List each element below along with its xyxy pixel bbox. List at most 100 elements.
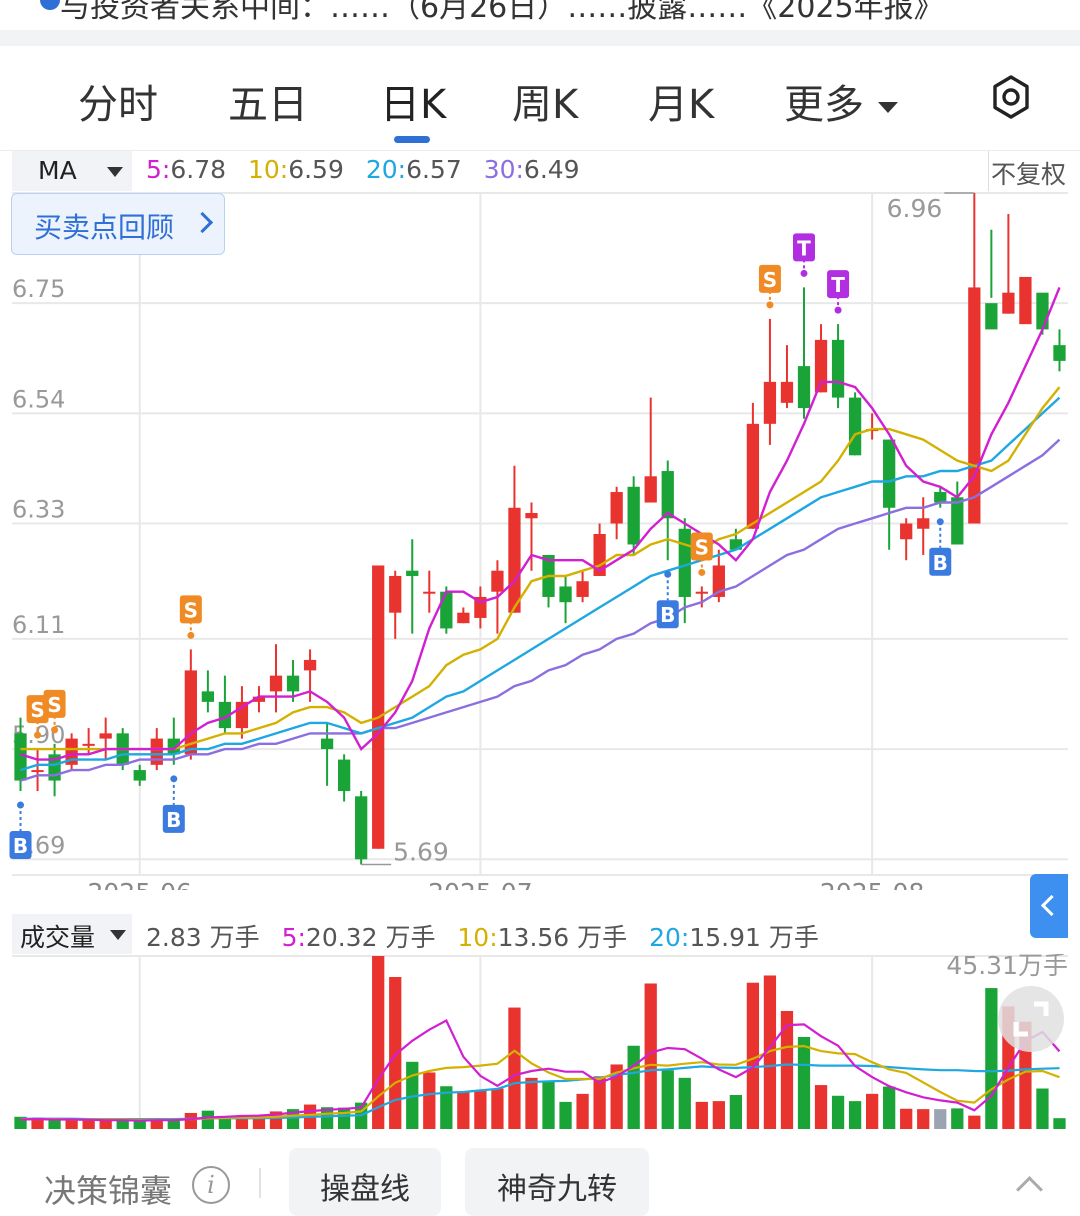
candle-body bbox=[968, 287, 981, 524]
high-price-label: 6.96 bbox=[887, 194, 943, 223]
volume-bar bbox=[746, 982, 760, 1129]
y-tick-label: 6.11 bbox=[12, 611, 65, 639]
candle-body bbox=[355, 796, 368, 860]
volume-bar bbox=[900, 1108, 913, 1129]
candle-body bbox=[525, 513, 538, 519]
candle-body bbox=[320, 738, 334, 750]
signal-dot bbox=[187, 631, 195, 639]
candle-body bbox=[559, 586, 572, 603]
candle-body bbox=[133, 770, 146, 781]
signal-badge-b bbox=[656, 600, 679, 629]
candlestick-chart[interactable]: 6.756.546.336.115.905.692025-062025-0720… bbox=[0, 190, 1080, 890]
vol-ma5-value: 5:20.32 万手 bbox=[281, 923, 436, 952]
ma-line bbox=[20, 386, 1061, 751]
ma-line bbox=[20, 396, 1061, 772]
active-tab-indicator bbox=[394, 136, 430, 143]
ma5-value: 5:6.78 bbox=[146, 155, 227, 184]
x-tick-label: 2025-07 bbox=[428, 878, 532, 890]
signal-badge-s bbox=[690, 532, 713, 561]
signal-badge-text: S bbox=[30, 698, 44, 722]
signal-badge-text: S bbox=[47, 693, 61, 717]
chip-trading-line[interactable]: 操盘线 bbox=[289, 1148, 441, 1216]
candle-body bbox=[406, 570, 419, 576]
signal-badge-text: B bbox=[660, 603, 675, 627]
volume-bar bbox=[644, 983, 657, 1129]
signal-badge-s bbox=[26, 695, 49, 724]
candle-body bbox=[678, 528, 691, 597]
chevron-down-icon bbox=[110, 930, 126, 940]
ma-indicator-selector[interactable]: MA bbox=[12, 151, 132, 191]
price-adjust-selector[interactable]: 不复权 bbox=[988, 151, 1071, 191]
header-partial-text: 与投资者关系中间：……（6月26日）……披露……《2025年报》 bbox=[60, 0, 944, 25]
volume-bar bbox=[951, 1108, 964, 1129]
volume-bar bbox=[593, 1076, 606, 1129]
volume-bar bbox=[116, 1120, 129, 1129]
candle-body bbox=[82, 743, 95, 746]
signal-badge-text: S bbox=[763, 268, 777, 292]
candle-body bbox=[780, 381, 794, 403]
candle-body bbox=[831, 339, 845, 398]
volume-bar bbox=[542, 1080, 555, 1129]
candle-body bbox=[917, 518, 930, 529]
volume-bar bbox=[985, 988, 998, 1129]
chip-magic-nine[interactable]: 神奇九转 bbox=[465, 1148, 649, 1216]
chevron-right-icon bbox=[191, 211, 214, 234]
candle-body bbox=[150, 738, 163, 765]
volume-bar bbox=[917, 1109, 930, 1129]
candle-body bbox=[167, 738, 180, 755]
ma-legend-row: MA 5:6.78 10:6.59 20:6.57 30:6.49 不复权 bbox=[12, 151, 1071, 191]
signal-badge-s bbox=[758, 264, 781, 293]
candle-body bbox=[218, 701, 232, 729]
candle-body bbox=[201, 691, 215, 702]
candle-body bbox=[1002, 292, 1015, 314]
volume-bar bbox=[729, 1095, 743, 1129]
volume-bar bbox=[150, 1119, 163, 1129]
fullscreen-button[interactable] bbox=[998, 986, 1064, 1052]
volume-chart[interactable]: 45.31万手 bbox=[0, 954, 1080, 1130]
tab-intraday[interactable]: 分时 bbox=[78, 82, 158, 128]
signal-badge-b bbox=[162, 804, 185, 833]
tab-monthly-k[interactable]: 月K bbox=[648, 82, 715, 128]
candle-body bbox=[848, 397, 862, 456]
ma20-value: 20:6.57 bbox=[365, 155, 462, 184]
trade-review-label: 买卖点回顾 bbox=[34, 211, 175, 244]
volume-bar bbox=[968, 1115, 981, 1129]
signal-badge-s bbox=[179, 595, 202, 624]
candle-body bbox=[31, 770, 44, 773]
divider bbox=[259, 1168, 261, 1198]
volume-bar bbox=[457, 1091, 470, 1129]
volume-bar bbox=[218, 1117, 232, 1129]
candle-body bbox=[1036, 292, 1049, 330]
volume-bar bbox=[559, 1101, 572, 1129]
volume-bar bbox=[82, 1120, 95, 1129]
volume-bar bbox=[865, 1093, 879, 1129]
y-tick-label: 6.75 bbox=[12, 275, 65, 303]
volume-bar bbox=[661, 1070, 674, 1129]
trade-review-button[interactable]: 买卖点回顾 bbox=[11, 193, 225, 255]
volume-bar bbox=[133, 1120, 146, 1129]
tab-weekly-k[interactable]: 周K bbox=[512, 82, 579, 128]
candle-body bbox=[337, 759, 351, 792]
tab-more[interactable]: 更多 bbox=[784, 72, 898, 130]
volume-bar bbox=[286, 1109, 300, 1129]
volume-legend-row: 成交量 2.83 万手 5:20.32 万手 10:13.56 万手 20:15… bbox=[12, 914, 1070, 954]
volume-bar bbox=[201, 1110, 215, 1129]
volume-bar bbox=[848, 1101, 862, 1129]
chevron-down-icon bbox=[878, 101, 898, 113]
signal-badge-text: B bbox=[933, 551, 948, 575]
candle-body bbox=[1019, 276, 1032, 325]
decision-kit-title: 决策锦囊 bbox=[44, 1172, 173, 1210]
tab-five-day[interactable]: 五日 bbox=[228, 82, 308, 128]
info-icon[interactable]: i bbox=[192, 1166, 230, 1204]
volume-indicator-selector[interactable]: 成交量 bbox=[12, 914, 132, 954]
chevron-up-icon[interactable] bbox=[1016, 1176, 1043, 1203]
tab-daily-k[interactable]: 日K bbox=[380, 82, 447, 128]
period-tabs: 分时 五日 日K 周K 月K 更多 bbox=[0, 46, 1080, 151]
volume-bar bbox=[99, 1119, 112, 1129]
settings-gear-icon[interactable] bbox=[990, 74, 1032, 120]
candle-body bbox=[763, 381, 777, 424]
signal-badge-t bbox=[793, 233, 815, 262]
signal-badge-text: T bbox=[797, 236, 811, 260]
divider bbox=[0, 30, 1080, 46]
collapse-side-button[interactable] bbox=[1030, 874, 1068, 938]
